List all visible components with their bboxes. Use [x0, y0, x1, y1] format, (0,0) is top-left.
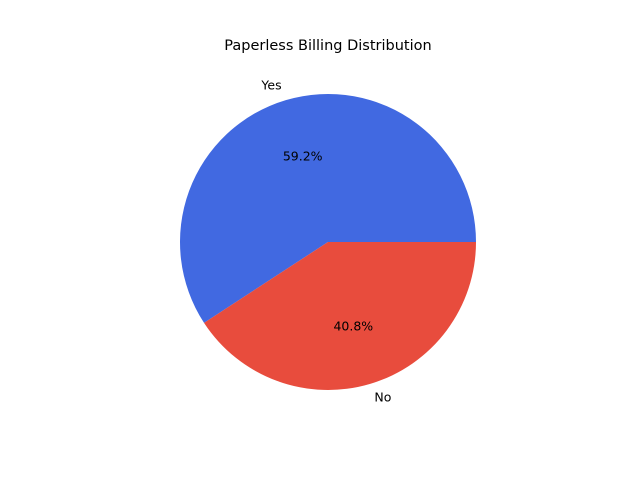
slice-label-no: No	[374, 390, 391, 405]
pct-label-yes: 59.2%	[283, 148, 323, 163]
pie-labels: Yes 59.2% No 40.8%	[260, 77, 391, 404]
slice-label-yes: Yes	[260, 77, 281, 92]
pie-slice-no	[204, 242, 477, 391]
pie-slice-yes	[180, 94, 476, 323]
pct-label-no: 40.8%	[333, 319, 373, 334]
pie-slices	[180, 94, 477, 391]
chart-title: Paperless Billing Distribution	[224, 38, 431, 54]
